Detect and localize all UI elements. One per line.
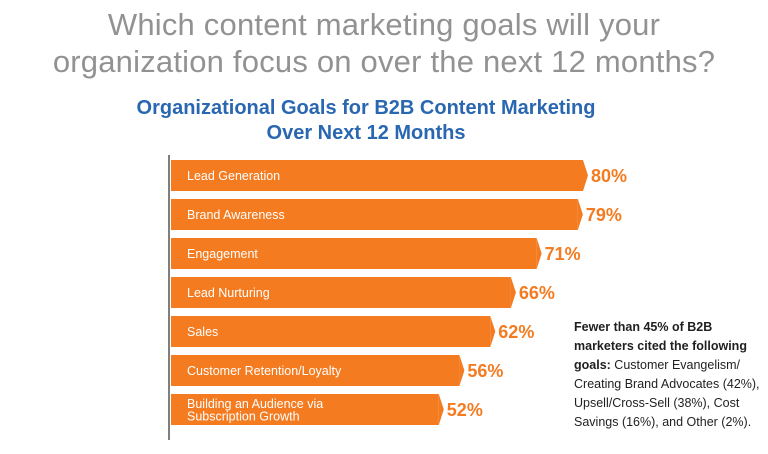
value-label: 52%: [447, 400, 483, 420]
category-label: Customer Retention/Loyalty: [187, 364, 342, 378]
category-label: Sales: [187, 325, 218, 339]
value-label: 66%: [519, 283, 555, 303]
bar: [171, 355, 460, 386]
bar-group: Brand Awareness 79%: [171, 199, 622, 230]
bar-group: Lead Generation 80%: [171, 160, 627, 191]
bar-tip: [459, 355, 465, 386]
value-label: 56%: [467, 361, 503, 381]
value-label: 80%: [591, 166, 627, 186]
bar-group: Sales 62%: [171, 316, 534, 347]
bar-tip: [577, 199, 583, 230]
bar: [171, 160, 583, 191]
bar: [171, 316, 491, 347]
bar-group: Lead Nurturing 66%: [171, 277, 555, 308]
category-label: Brand Awareness: [187, 208, 285, 222]
bar: [171, 277, 511, 308]
chart-note-text: Customer Evangelism/ Creating Brand Advo…: [574, 358, 760, 429]
headline-line-2: organization focus on over the next 12 m…: [52, 44, 716, 79]
bar: [171, 238, 537, 269]
bar-tip: [583, 160, 588, 191]
value-label: 62%: [498, 322, 534, 342]
bar-group: Customer Retention/Loyalty 56%: [171, 355, 503, 386]
bar: [171, 199, 578, 230]
bar-tip: [490, 316, 496, 347]
chart-title: Organizational Goals for B2B Content Mar…: [100, 96, 632, 146]
value-label: 71%: [545, 244, 581, 264]
bar-tip: [510, 277, 516, 308]
bar-tip: [438, 394, 444, 425]
chart-note: Fewer than 45% of B2B marketers cited th…: [574, 318, 760, 432]
bar-group: Building an Audience via Subscription Gro…: [171, 394, 483, 425]
category-label: Lead Generation: [187, 169, 280, 183]
bar-tip: [536, 238, 542, 269]
category-label: Lead Nurturing: [187, 286, 270, 300]
chart-note-bold: Fewer than 45% of B2B marketers cited th…: [574, 320, 747, 372]
category-label: Building an Audience via Subscription Gro…: [187, 397, 323, 424]
bar: [171, 394, 439, 425]
page-headline: Which content marketing goals will your …: [0, 6, 768, 80]
category-label: Engagement: [187, 247, 258, 261]
bar-group: Engagement 71%: [171, 238, 581, 269]
chart-title-line-1: Organizational Goals for B2B Content Mar…: [136, 97, 596, 119]
headline-line-1: Which content marketing goals will your: [107, 7, 661, 42]
value-label: 79%: [586, 205, 622, 225]
chart-title-line-2: Over Next 12 Months: [266, 122, 466, 144]
